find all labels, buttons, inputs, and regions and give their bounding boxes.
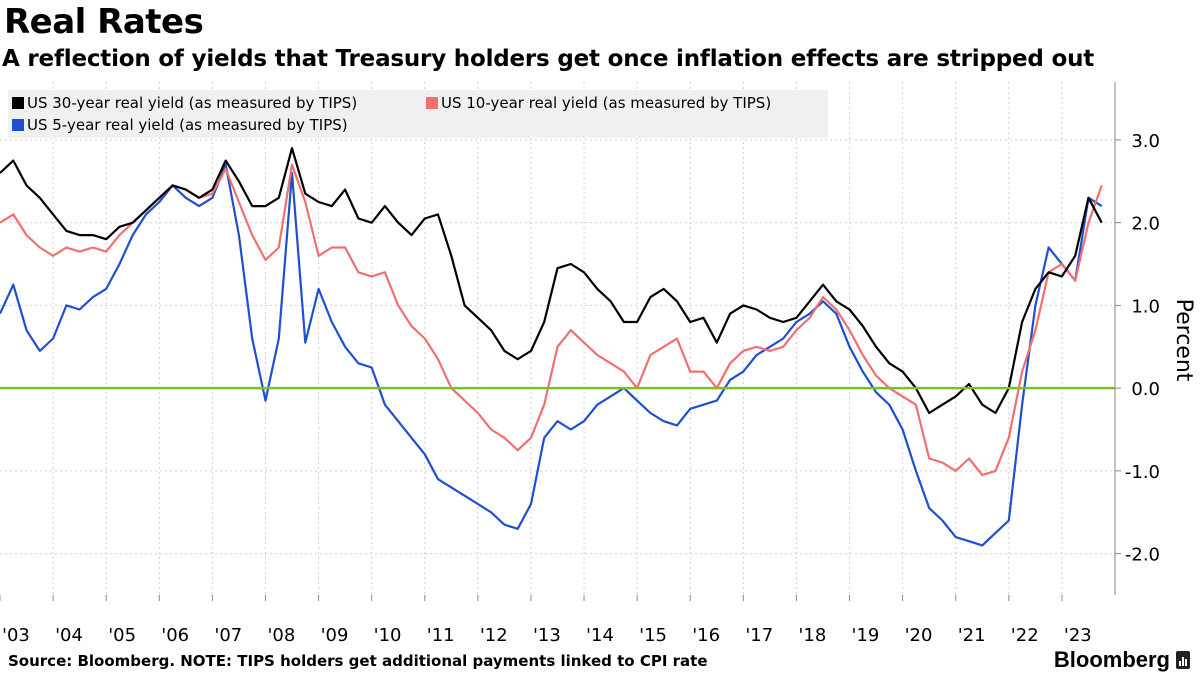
x-tick-label-12: '12 — [480, 625, 508, 646]
y-tick-label-neg2: -2.0 — [1125, 545, 1160, 566]
x-tick-label-23: '23 — [1064, 625, 1092, 646]
legend-label-5y: US 5-year real yield (as measured by TIP… — [27, 116, 348, 134]
source-note: Source: Bloomberg. NOTE: TIPS holders ge… — [8, 652, 708, 670]
y-tick-label-3: 3.0 — [1131, 131, 1160, 152]
x-tick-label-04: '04 — [55, 625, 83, 646]
legend-item-10y: US 10-year real yield (as measured by TI… — [426, 94, 771, 112]
chart-title: Real Rates — [4, 2, 204, 42]
x-tick-label-11: '11 — [427, 625, 455, 646]
bar-chart-icon — [1176, 651, 1190, 669]
x-tick-label-17: '17 — [745, 625, 773, 646]
y-tick-label-neg1: -1.0 — [1125, 462, 1160, 483]
y-tick-label-0: 0.0 — [1131, 379, 1160, 400]
x-tick-label-21: '21 — [958, 625, 986, 646]
x-tick-label-20: '20 — [905, 625, 933, 646]
x-tick-label-22: '22 — [1011, 625, 1039, 646]
axis-layer: '03 '04 '05 '06 '07 '08 '09 '10 '11 '12 '13 '14 '15 '… — [0, 82, 1196, 646]
x-tick-label-08: '08 — [267, 625, 295, 646]
y-tick-label-2: 2.0 — [1131, 214, 1160, 235]
series-5y-line — [0, 163, 1103, 547]
x-tick-label-09: '09 — [321, 625, 349, 646]
x-tick-label-18: '18 — [798, 625, 826, 646]
series-layer — [0, 147, 1115, 547]
x-tick-label-05: '05 — [108, 625, 136, 646]
y-axis-title: Percent — [1171, 299, 1196, 382]
brand-name: Bloomberg — [1053, 647, 1170, 672]
x-tick-label-19: '19 — [852, 625, 880, 646]
x-tick-label-03: '03 — [2, 625, 30, 646]
x-tick-label-15: '15 — [639, 625, 667, 646]
legend-item-5y: US 5-year real yield (as measured by TIP… — [12, 116, 348, 134]
legend-swatch-10y — [426, 97, 438, 109]
legend-label-10y: US 10-year real yield (as measured by TI… — [441, 94, 772, 112]
chart-subtitle: A reflection of yields that Treasury hol… — [2, 46, 1095, 72]
x-tick-label-06: '06 — [161, 625, 189, 646]
y-tick-label-1: 1.0 — [1131, 296, 1160, 317]
legend-item-30y: US 30-year real yield (as measured by TI… — [12, 94, 357, 112]
x-tick-label-14: '14 — [586, 625, 614, 646]
legend-label-30y: US 30-year real yield (as measured by TI… — [27, 94, 358, 112]
x-tick-label-13: '13 — [533, 625, 561, 646]
series-30y-line — [0, 147, 1103, 415]
legend: US 30-year real yield (as measured by TI… — [8, 90, 828, 138]
x-tick-label-10: '10 — [374, 625, 402, 646]
x-tick-label-07: '07 — [214, 625, 242, 646]
grid-layer — [0, 82, 1115, 595]
x-tick-label-16: '16 — [692, 625, 720, 646]
legend-swatch-30y — [12, 97, 24, 109]
legend-swatch-5y — [12, 119, 24, 131]
brand-logo: Bloomberg — [1054, 647, 1190, 673]
